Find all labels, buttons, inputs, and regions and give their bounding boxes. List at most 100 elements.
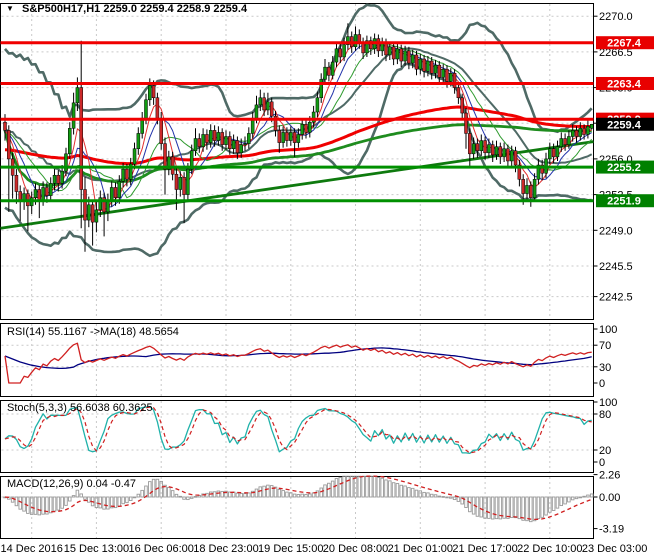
time-axis-label: 14 Dec 2016 — [0, 543, 62, 555]
macd-histogram-bar — [521, 496, 525, 521]
rsi-line — [4, 342, 592, 384]
macd-histogram-bar — [132, 496, 137, 499]
macd-histogram-bar — [490, 496, 495, 520]
candle — [262, 97, 266, 111]
macd-histogram-bar — [449, 496, 453, 499]
current-price-label-text: 2259.4 — [607, 119, 642, 131]
macd-histogram-bar — [551, 496, 556, 511]
stoch-pane — [4, 405, 592, 455]
candle — [414, 54, 419, 70]
macd-histogram-bar — [174, 493, 179, 498]
macd-histogram-bar — [327, 482, 331, 498]
time-axis-label: 15 Dec 13:00 — [64, 543, 129, 555]
macd-histogram-bar — [68, 496, 72, 502]
macd-histogram-bar — [437, 495, 442, 498]
stoch-d-line — [4, 406, 592, 454]
macd-histogram-bar — [349, 475, 354, 498]
candle — [369, 40, 373, 50]
macd-pane-label: MACD(12,26,9) 0.04 -0.47 — [7, 478, 137, 490]
macd-histogram-bar — [189, 496, 194, 499]
macd-histogram-bar — [254, 488, 259, 498]
candle — [266, 101, 270, 111]
macd-histogram-bar — [506, 496, 510, 519]
level-lines — [0, 41, 594, 203]
rsi-pane — [4, 342, 592, 384]
macd-histogram-bar — [41, 496, 45, 515]
candle — [224, 136, 228, 145]
macd-tick-label: 2.26 — [599, 470, 620, 482]
candle — [37, 189, 42, 200]
candle — [201, 134, 205, 147]
macd-histogram-bar — [273, 486, 278, 498]
candle — [323, 66, 327, 80]
candle — [532, 179, 537, 198]
macd-histogram-bar — [464, 496, 468, 508]
candle — [529, 185, 533, 198]
macd-histogram-bar — [18, 496, 22, 510]
macd-histogram-bar — [79, 493, 83, 498]
candle — [449, 73, 453, 82]
macd-histogram-bar — [33, 496, 38, 515]
candle — [170, 156, 175, 175]
macd-histogram-bar — [574, 496, 579, 500]
candle — [163, 143, 167, 170]
candle — [376, 38, 381, 52]
candle — [113, 187, 118, 198]
macd-histogram-bar — [487, 496, 491, 519]
candle — [125, 168, 129, 180]
macd-histogram-bar — [483, 496, 487, 519]
price-tick-label: 2245.5 — [599, 261, 633, 273]
macd-histogram-bar — [346, 475, 350, 498]
candle — [285, 132, 289, 141]
symbol-dropdown-icon[interactable]: ▼ — [6, 4, 14, 13]
candle — [418, 58, 423, 70]
time-axis-label: 16 Dec 06:00 — [128, 543, 193, 555]
macd-histogram-bar — [315, 490, 320, 498]
candle — [506, 148, 510, 162]
macd-histogram-bar — [220, 490, 224, 498]
macd-histogram-bar — [567, 496, 571, 503]
candle — [441, 68, 445, 78]
macd-histogram-bar — [399, 484, 403, 498]
candle — [228, 136, 232, 149]
resistance-price-label — [596, 76, 654, 90]
macd-histogram-bar — [380, 477, 384, 498]
candle — [490, 144, 495, 156]
macd-histogram-bar — [289, 492, 293, 498]
macd-histogram-bar — [296, 494, 301, 498]
candle — [536, 164, 541, 180]
macd-histogram-bar — [113, 496, 118, 509]
macd-histogram-bar — [60, 496, 64, 509]
candle — [346, 36, 350, 45]
macd-histogram-bar — [376, 477, 381, 498]
candle — [94, 209, 99, 223]
candle — [570, 130, 575, 137]
candle — [56, 174, 61, 184]
candle — [429, 60, 434, 74]
macd-histogram-bar — [193, 495, 198, 498]
macd-histogram-bar — [330, 480, 335, 498]
candle — [422, 58, 426, 72]
candle — [151, 85, 156, 99]
resistance-price-label — [596, 36, 654, 50]
macd-histogram-bar — [247, 492, 251, 498]
macd-histogram-bar — [460, 496, 464, 505]
candle — [586, 126, 590, 135]
candle — [41, 187, 45, 200]
candle — [71, 102, 76, 129]
macd-histogram-bar — [384, 479, 388, 498]
candle — [517, 164, 522, 180]
macd-histogram-bar — [109, 496, 114, 509]
candle — [464, 112, 468, 134]
macd-histogram-bar — [45, 496, 49, 515]
stoch-pane-label: Stoch(5,3,3) 56.6038 60.3625 — [7, 402, 153, 414]
time-axis-label: 22 Dec 10:00 — [517, 543, 582, 555]
macd-histogram-bar — [555, 496, 560, 509]
macd-histogram-bar — [391, 482, 396, 498]
macd-histogram-bar — [468, 496, 472, 513]
support-price-label-text: 2255.2 — [607, 162, 641, 174]
macd-histogram-bar — [106, 496, 110, 510]
candle — [178, 177, 183, 190]
